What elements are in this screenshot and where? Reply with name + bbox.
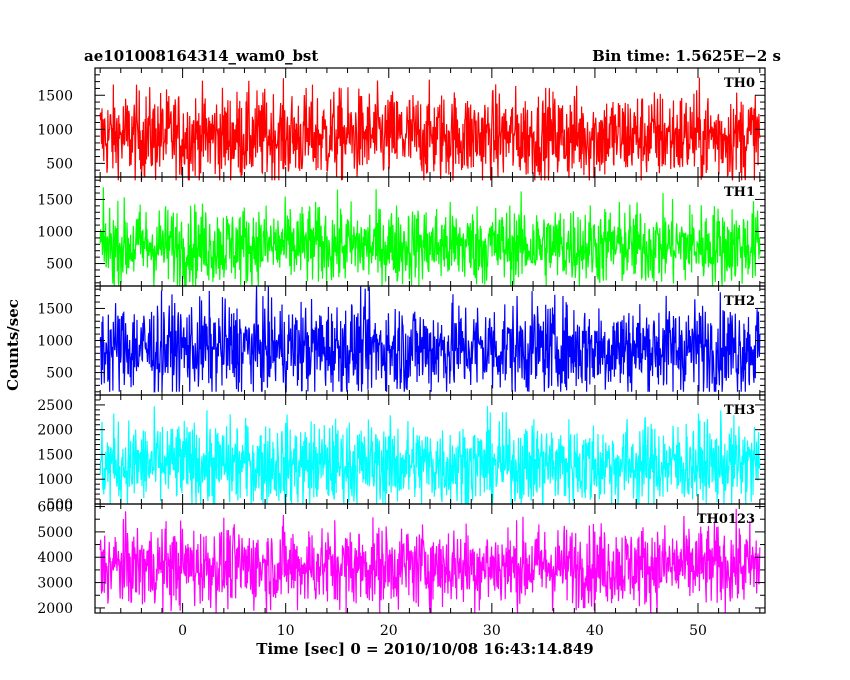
- y-tick-label: 500: [46, 257, 73, 273]
- y-tick-label: 500: [46, 497, 73, 513]
- series-line-th0: [99, 77, 761, 181]
- y-tick-label: 1500: [37, 88, 73, 104]
- x-tick-label: 50: [689, 623, 707, 639]
- y-tick-label: 4000: [37, 550, 73, 566]
- y-tick-label: 5000: [37, 525, 73, 541]
- x-tick-label: 20: [380, 623, 398, 639]
- y-tick-label: 1000: [37, 334, 73, 350]
- panel-label-th0: TH0: [724, 76, 755, 91]
- x-tick-label: 30: [483, 623, 501, 639]
- y-tick-label: 1000: [37, 472, 73, 488]
- panel-label-th0123: TH0123: [697, 512, 755, 527]
- y-tick-label: 2500: [37, 398, 73, 414]
- series-line-th1: [99, 187, 761, 287]
- panel-label-th2: TH2: [724, 294, 755, 309]
- panel-label-th1: TH1: [724, 185, 755, 200]
- series-line-th3: [99, 406, 761, 506]
- panels-group: TH0 500 1000 1500 TH1 500 1000 1500 TH2 500 1000 15…: [37, 67, 766, 617]
- x-tick-label: 0: [178, 623, 187, 639]
- panel-th1: TH1 500 1000 1500: [37, 176, 766, 287]
- series-line-th2: [99, 285, 761, 393]
- panel-th0: TH0 500 1000 1500: [37, 67, 766, 181]
- x-axis-label: Time [sec] 0 = 2010/10/08 16:43:14.849: [256, 640, 593, 658]
- y-tick-label: 3000: [37, 576, 73, 592]
- y-tick-label: 1000: [37, 225, 73, 241]
- series-line-th0123: [99, 508, 761, 614]
- y-tick-label: 1500: [37, 301, 73, 317]
- chart-subtitle: Bin time: 1.5625E−2 s: [592, 47, 781, 65]
- y-tick-label: 1000: [37, 122, 73, 138]
- x-axis: 0 10 20 30 40 50: [178, 623, 707, 639]
- panel-th3: TH3 500 1000 1500 2000 2500: [37, 394, 766, 513]
- y-tick-label: 500: [46, 156, 73, 172]
- y-tick-label: 2000: [37, 423, 73, 439]
- panel-label-th3: TH3: [724, 403, 755, 418]
- y-tick-label: 1500: [37, 447, 73, 463]
- x-tick-label: 10: [277, 623, 295, 639]
- y-tick-label: 6000: [37, 500, 73, 516]
- panel-th2: TH2 500 1000 1500: [37, 285, 766, 396]
- chart-title: ae101008164314_wam0_bst: [84, 47, 318, 65]
- y-tick-label: 2000: [37, 601, 73, 617]
- x-tick-label: 40: [586, 623, 604, 639]
- y-tick-label: 1500: [37, 192, 73, 208]
- panel-th0123: TH0123 2000 3000 4000 5000 6000: [37, 500, 766, 617]
- y-axis-label: Counts/sec: [4, 299, 22, 391]
- y-tick-label: 500: [46, 366, 73, 382]
